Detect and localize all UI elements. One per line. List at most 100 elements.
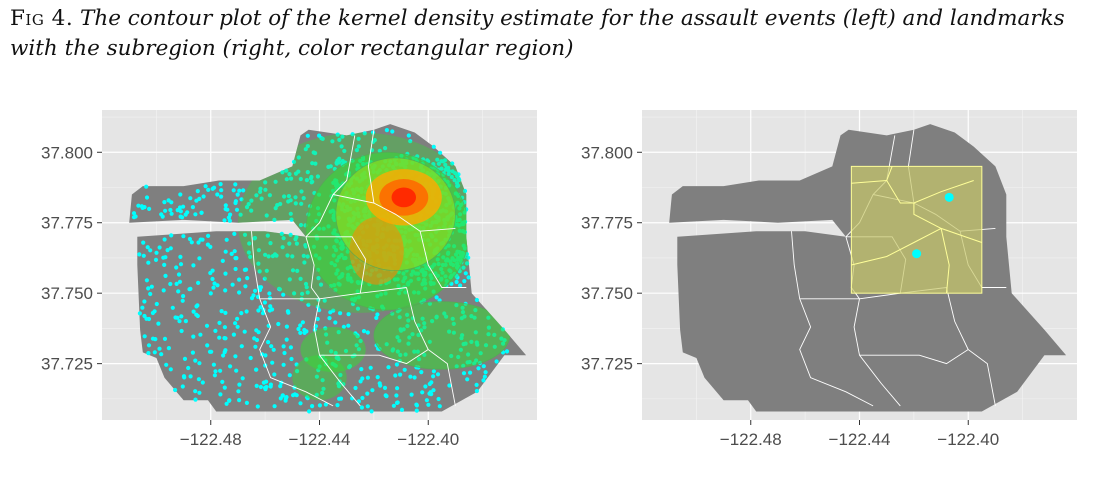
district-boundaries <box>251 129 467 407</box>
assault-point <box>211 362 216 367</box>
assault-point <box>153 257 159 262</box>
assault-point <box>327 316 332 321</box>
assault-point <box>350 132 355 137</box>
assault-point <box>218 182 223 187</box>
assault-point <box>383 393 388 398</box>
assault-point <box>450 169 455 174</box>
assault-point <box>262 300 267 305</box>
assault-point <box>365 391 370 396</box>
assault-point <box>229 251 234 256</box>
assault-point <box>298 401 303 406</box>
assault-point <box>365 330 370 335</box>
assault-point <box>338 396 344 401</box>
assault-point <box>244 400 249 405</box>
assault-point <box>180 298 185 303</box>
assault-point <box>280 170 285 175</box>
assault-point <box>441 159 446 164</box>
assault-point <box>144 278 149 283</box>
assault-point <box>221 353 226 358</box>
assault-point <box>476 366 481 371</box>
assault-point <box>335 403 340 408</box>
assault-point <box>310 179 315 184</box>
assault-point <box>206 233 211 238</box>
assault-point <box>219 309 224 314</box>
assault-point <box>191 263 196 268</box>
assault-point <box>195 303 200 308</box>
assault-point <box>182 356 188 361</box>
assault-point <box>222 350 227 355</box>
assault-point <box>198 237 203 242</box>
assault-point <box>436 161 441 166</box>
assault-point <box>298 222 304 228</box>
assault-point <box>140 305 145 310</box>
assault-point <box>337 160 342 165</box>
assault-point <box>177 279 183 284</box>
assault-point <box>284 168 289 173</box>
assault-point <box>299 189 304 194</box>
assault-point <box>340 158 345 164</box>
assault-point <box>246 250 251 255</box>
assault-point <box>293 171 299 176</box>
assault-point <box>176 272 182 277</box>
assault-point <box>268 241 273 246</box>
assault-point <box>356 136 361 141</box>
assault-point <box>188 374 193 379</box>
assault-point <box>340 134 345 139</box>
assault-point <box>243 267 249 272</box>
assault-point <box>317 403 322 408</box>
district-boundary <box>333 194 456 232</box>
assault-point <box>323 402 328 407</box>
assault-point <box>262 276 267 281</box>
assault-point <box>249 198 254 203</box>
assault-point <box>176 289 181 294</box>
x-tick-label: −122.40 <box>397 430 459 449</box>
assault-point <box>431 369 436 374</box>
assault-point <box>398 372 403 377</box>
subregion-district-lines <box>851 166 982 294</box>
assault-point <box>298 323 303 328</box>
assault-point <box>234 207 240 212</box>
assault-point <box>270 307 275 312</box>
assault-point <box>206 187 211 192</box>
assault-point <box>412 375 417 380</box>
assault-point <box>207 349 213 354</box>
assault-point <box>174 265 179 270</box>
assault-point <box>320 136 325 141</box>
assault-point <box>303 243 308 248</box>
assault-point <box>196 240 201 245</box>
assault-point <box>456 183 461 188</box>
density-contour <box>300 327 366 373</box>
landmarks-subregion-panel: 37.725 37.750 37.775 37.800 −122.48 −122.44 −1… <box>540 98 1080 468</box>
assault-point <box>305 170 310 175</box>
assault-point <box>156 321 161 326</box>
assault-point <box>237 382 242 387</box>
assault-point <box>212 185 217 190</box>
district-boundary <box>251 231 334 407</box>
assault-point <box>222 325 227 330</box>
kde-contour-plot: 37.725 37.750 37.775 37.800 −122.48 −122.44 −1… <box>41 110 537 449</box>
assault-point <box>146 286 151 291</box>
assault-point <box>178 192 183 197</box>
assault-point <box>181 234 186 239</box>
assault-point <box>256 248 261 253</box>
assault-point <box>263 187 268 192</box>
assault-point <box>201 194 206 199</box>
assault-point <box>458 283 463 288</box>
assault-point <box>431 374 436 379</box>
assault-point <box>178 209 183 214</box>
assault-point <box>197 390 202 395</box>
assault-point <box>217 320 222 325</box>
subregion-district-line <box>851 179 974 204</box>
assault-point <box>150 336 156 341</box>
assault-point <box>146 343 152 348</box>
assault-point <box>222 385 227 390</box>
assault-point <box>223 249 228 254</box>
assault-point <box>210 276 215 282</box>
assault-point <box>435 157 440 162</box>
assault-point <box>452 178 457 183</box>
assault-point <box>278 384 283 389</box>
assault-point <box>235 316 240 321</box>
assault-point <box>263 180 268 185</box>
assault-point <box>148 291 153 297</box>
assault-point <box>309 174 314 180</box>
